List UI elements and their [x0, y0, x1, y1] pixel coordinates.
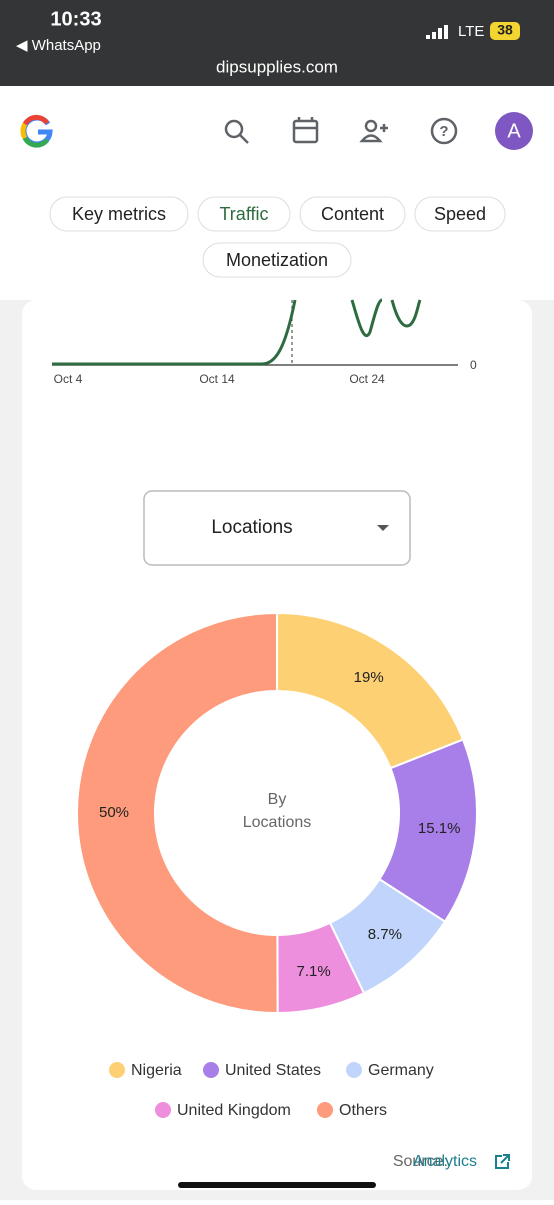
value-label: 7.1% [296, 963, 330, 980]
external-icon [495, 1154, 510, 1169]
legend-label: Germany [368, 1062, 434, 1079]
tab-label: Content [321, 204, 384, 224]
icons[interactable] [224, 117, 458, 145]
x-tick-label: Oct 4 [54, 372, 83, 386]
time: 10:33 [50, 8, 101, 30]
value-label: 15.1% [418, 820, 461, 837]
signal [426, 25, 448, 39]
legend-dot [317, 1102, 333, 1118]
source-label: Source: [393, 1153, 448, 1170]
legend-label: United States [225, 1062, 321, 1079]
legend-label: United Kingdom [177, 1102, 291, 1119]
y-tick-label: 0 [470, 358, 477, 372]
slice [76, 611, 279, 1015]
legend-dot [109, 1062, 125, 1078]
back-app[interactable]: ◀ WhatsApp [16, 37, 101, 54]
avatar-letter: A [507, 120, 521, 142]
legend-label: Nigeria [131, 1062, 182, 1079]
center-text: Locations [243, 814, 312, 831]
value-label: 8.7% [368, 926, 402, 943]
google-logo [20, 114, 53, 148]
avatar[interactable] [495, 112, 533, 150]
x-tick-label: Oct 24 [349, 372, 385, 386]
legend-dot [346, 1062, 362, 1078]
value-label: 19% [354, 669, 384, 686]
value-label: 50% [99, 804, 129, 821]
traffic-line [52, 298, 422, 366]
network: LTE [458, 23, 484, 40]
tab-label: Monetization [226, 250, 328, 270]
status-bar [0, 0, 554, 86]
dropdown-arrow [377, 525, 389, 531]
url[interactable]: dipsupplies.com [216, 57, 338, 76]
legend-dot [203, 1062, 219, 1078]
dropdown[interactable] [143, 490, 411, 566]
x-tick-label: Oct 14 [199, 372, 235, 386]
tab[interactable] [202, 242, 352, 278]
tab-label: Key metrics [72, 204, 166, 224]
tab-label: Traffic [219, 204, 268, 224]
center-text: By [268, 791, 287, 808]
legend-dot [155, 1102, 171, 1118]
tab[interactable] [414, 196, 506, 232]
dropdown-label: Locations [211, 517, 292, 538]
battery-level: 38 [497, 22, 513, 38]
tab-label: Speed [434, 204, 486, 224]
home-indicator [178, 1182, 376, 1188]
help: ? [439, 123, 448, 140]
tab[interactable] [197, 196, 291, 232]
source-link[interactable]: Analytics [413, 1153, 477, 1170]
legend-label: Others [339, 1102, 387, 1119]
battery [490, 22, 520, 40]
tab[interactable] [299, 196, 406, 232]
tab[interactable] [49, 196, 189, 232]
slice [276, 611, 465, 770]
